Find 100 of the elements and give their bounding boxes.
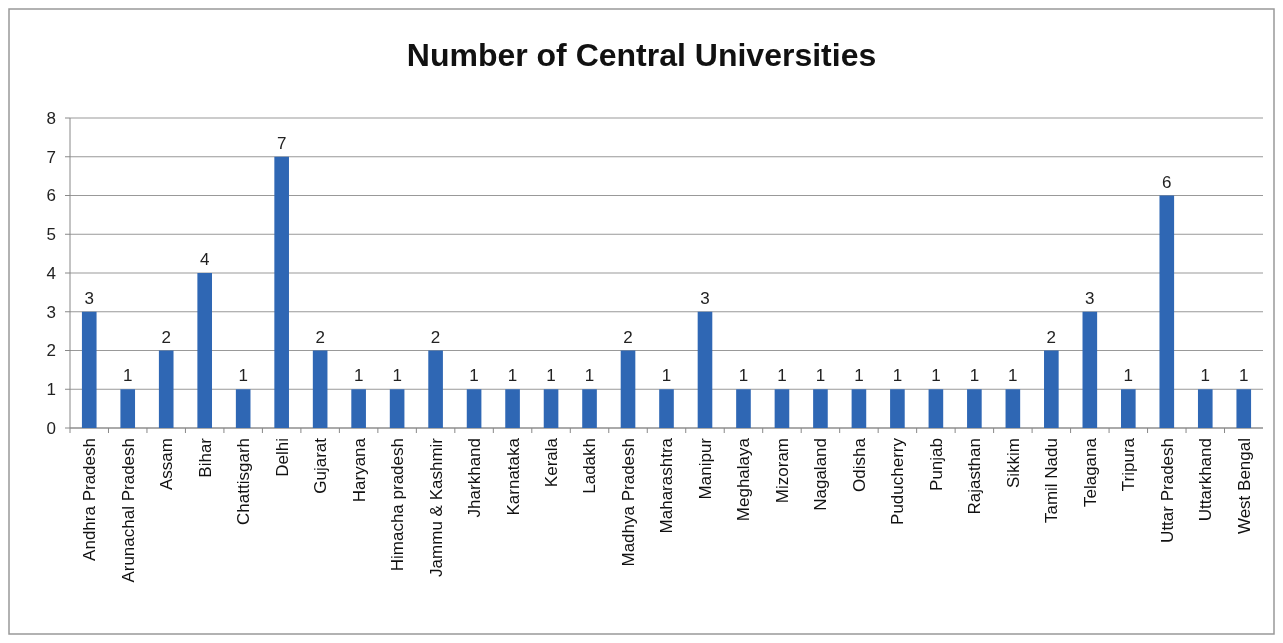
data-label: 1 — [469, 366, 479, 386]
x-tick-label: Andhra Pradesh — [80, 438, 100, 561]
data-label: 1 — [1008, 366, 1018, 386]
bar — [158, 350, 174, 428]
bar — [505, 389, 520, 428]
bar — [81, 311, 97, 428]
data-label: 3 — [1085, 288, 1095, 308]
x-tick-label: Puducherry — [888, 437, 908, 525]
bar — [428, 350, 443, 428]
y-tick-label: 6 — [46, 186, 56, 206]
x-tick-label: Odisha — [849, 437, 869, 492]
x-tick-label: Tamil Nadu — [1042, 438, 1062, 524]
bar — [697, 311, 713, 428]
bar — [235, 389, 251, 428]
data-label: 1 — [1200, 366, 1211, 386]
x-tick-label: Karnataka — [503, 437, 523, 516]
y-tick-label: 7 — [46, 147, 56, 167]
bar — [620, 350, 636, 428]
x-tick-label: Telagana — [1080, 437, 1100, 508]
data-label: 1 — [777, 366, 787, 386]
bar — [1236, 389, 1252, 428]
bar — [389, 389, 405, 428]
bar — [1159, 195, 1175, 428]
x-tick-label: Arunachal Pradesh — [118, 438, 138, 583]
data-label: 3 — [700, 288, 710, 308]
data-label: 6 — [1162, 172, 1172, 192]
bar — [120, 389, 136, 428]
x-tick-label: Madhya Pradesh — [618, 438, 638, 567]
y-tick-label: 0 — [46, 418, 56, 438]
bar — [351, 389, 366, 428]
x-tick-label: West Bengal — [1234, 438, 1254, 535]
bar — [466, 389, 482, 428]
x-tick-label: Meghalaya — [734, 437, 754, 522]
bar — [274, 156, 289, 428]
data-label: 1 — [353, 366, 364, 386]
x-tick-label: Jharkhand — [465, 438, 485, 518]
x-tick-label: Rajasthan — [965, 438, 985, 515]
data-label: 3 — [84, 288, 94, 308]
bar — [813, 389, 828, 428]
bar — [890, 389, 905, 428]
data-label: 1 — [584, 366, 595, 386]
data-label: 1 — [969, 366, 980, 386]
data-label: 1 — [238, 366, 248, 386]
x-tick-label: Assam — [157, 438, 177, 490]
x-tick-label: Bihar — [195, 437, 215, 478]
bar — [1005, 389, 1021, 428]
x-tick-label: Tripura — [1119, 437, 1139, 492]
bar — [851, 389, 867, 428]
bar — [1044, 350, 1059, 428]
data-label: 1 — [738, 366, 749, 386]
data-label: 1 — [546, 366, 556, 386]
x-tick-label: Sikkim — [1003, 438, 1023, 489]
bar — [1120, 389, 1136, 428]
data-label: 1 — [815, 366, 826, 386]
data-label: 2 — [161, 327, 171, 347]
x-tick-label: Maharashtra — [657, 437, 677, 534]
y-tick-label: 4 — [46, 263, 56, 283]
bar — [774, 389, 790, 428]
x-tick-label: Chattisgarh — [234, 438, 254, 525]
bar — [659, 389, 674, 428]
x-tick-label: Himacha pradesh — [388, 438, 408, 572]
y-tick-label: 8 — [46, 108, 56, 128]
data-label: 1 — [122, 366, 133, 386]
bar — [736, 389, 751, 428]
x-tick-label: Punjab — [926, 438, 946, 491]
bar — [197, 273, 213, 428]
data-label: 1 — [507, 366, 518, 386]
y-tick-label: 2 — [46, 341, 56, 361]
x-tick-label: Nagaland — [811, 438, 831, 511]
chart-title: Number of Central Universities — [406, 37, 877, 73]
bar — [582, 389, 597, 428]
x-tick-label: Ladakh — [580, 438, 600, 494]
bar — [928, 389, 944, 428]
data-label: 1 — [661, 366, 672, 386]
data-label: 2 — [1046, 327, 1057, 347]
x-tick-label: Uttarkhand — [1196, 438, 1216, 522]
x-tick-label: Gujarat — [311, 437, 331, 494]
data-label: 7 — [276, 133, 287, 153]
x-tick-label: Uttar Pradesh — [1157, 438, 1177, 543]
x-tick-label: Kerala — [542, 437, 561, 488]
x-tick-label: Delhi — [272, 438, 292, 477]
data-label: 4 — [199, 250, 210, 269]
y-tick-label: 1 — [46, 380, 56, 400]
bar — [1197, 389, 1213, 428]
x-tick-label: Mizoram — [772, 438, 792, 504]
y-tick-label: 5 — [46, 225, 56, 245]
data-label: 2 — [430, 327, 441, 347]
data-label: 1 — [1239, 366, 1249, 386]
data-label: 1 — [892, 366, 903, 386]
data-label: 1 — [392, 366, 402, 386]
bar — [543, 389, 559, 428]
bar — [967, 389, 982, 428]
data-label: 1 — [931, 366, 941, 386]
bar — [1082, 311, 1098, 428]
bar — [312, 350, 328, 428]
data-label: 1 — [1123, 366, 1134, 386]
data-label: 2 — [623, 327, 633, 347]
y-tick-label: 3 — [46, 302, 56, 322]
x-tick-label: Jammu & Kashmir — [426, 437, 446, 577]
x-tick-label: Haryana — [349, 437, 369, 503]
